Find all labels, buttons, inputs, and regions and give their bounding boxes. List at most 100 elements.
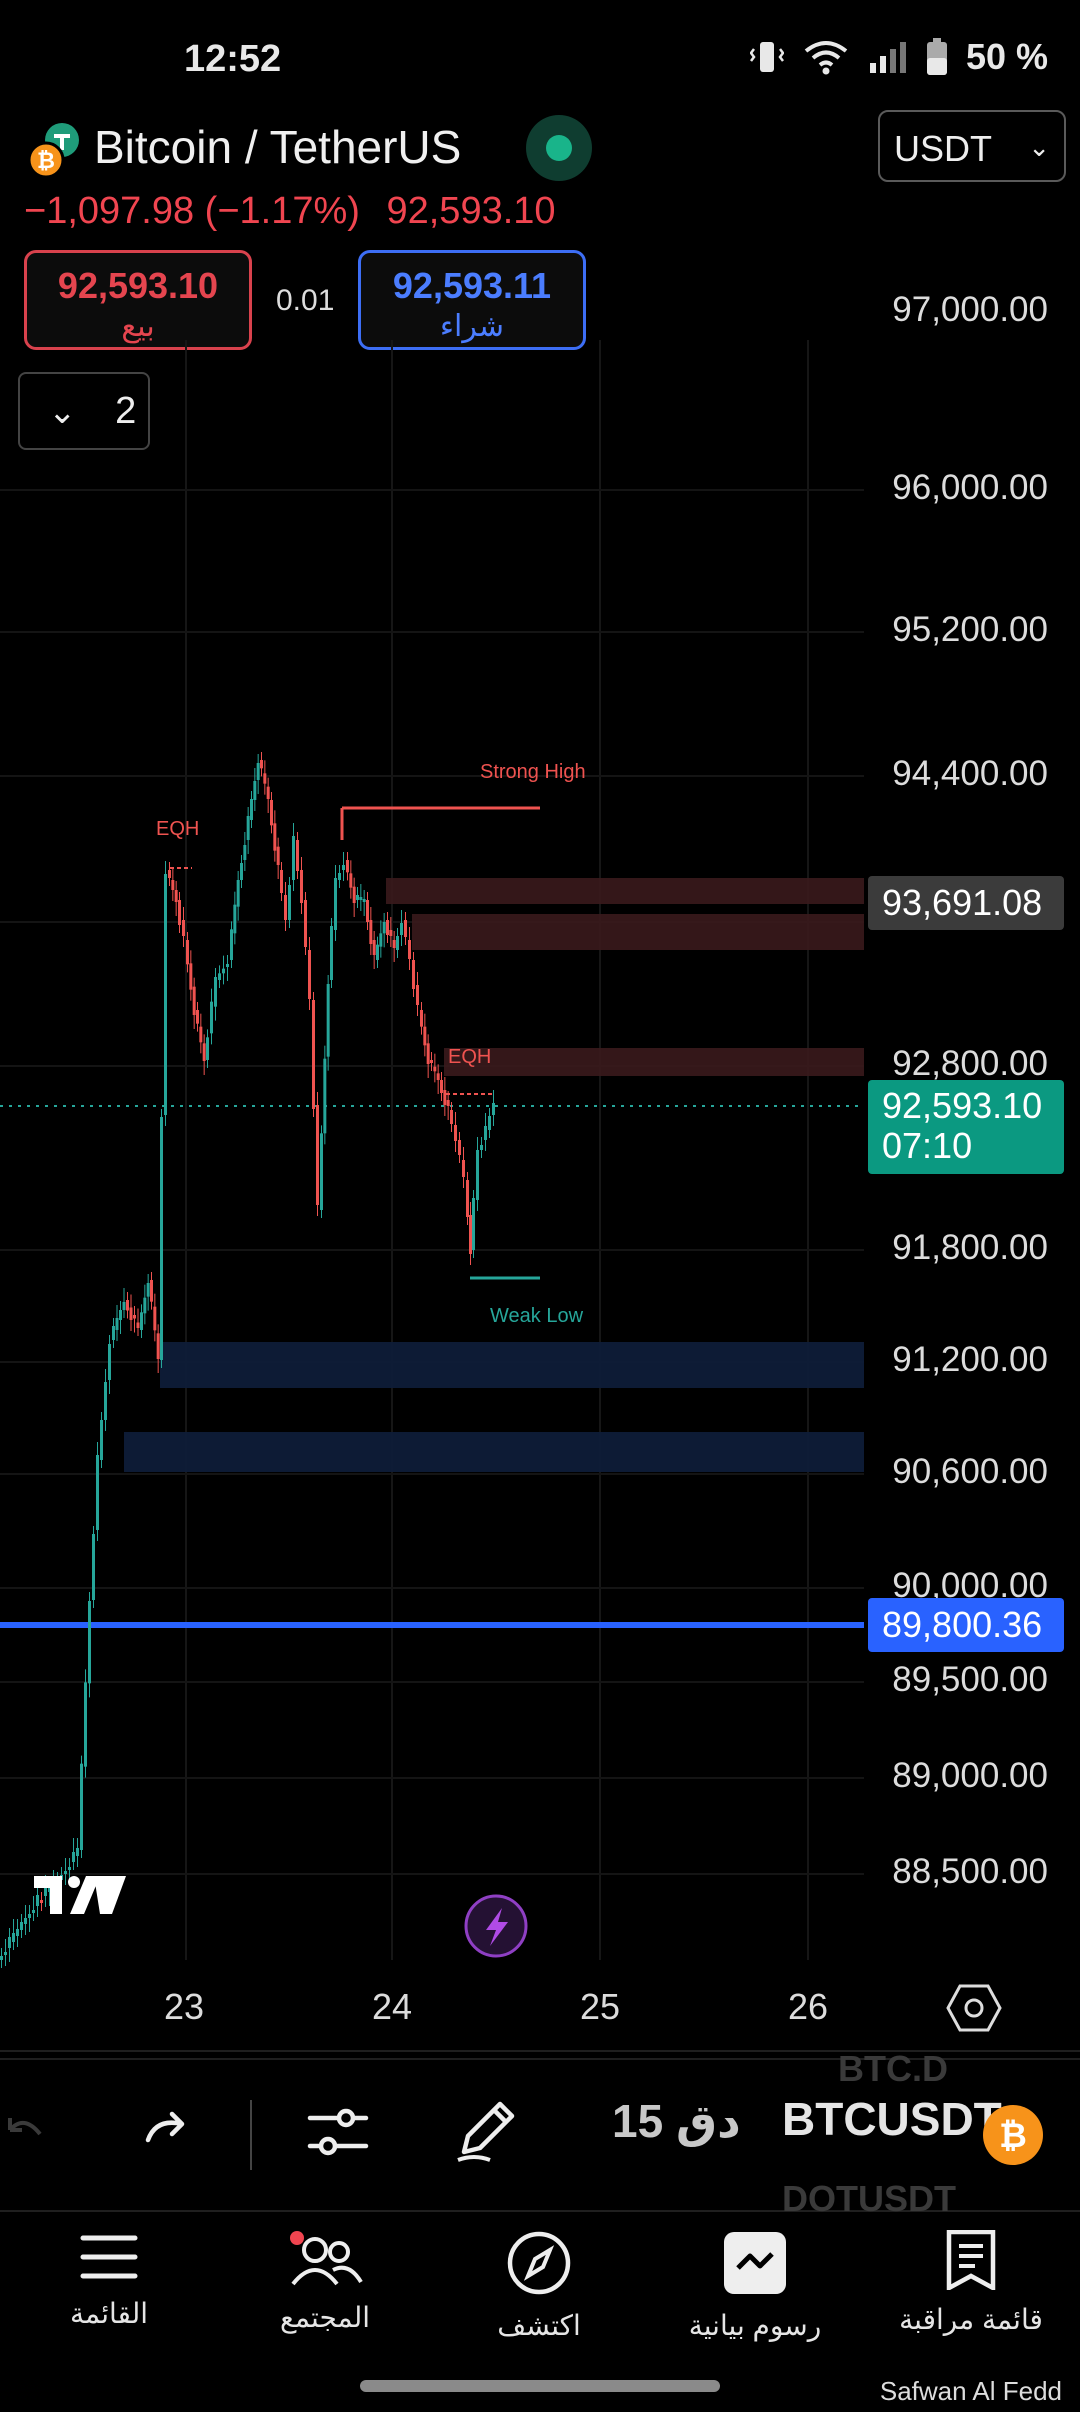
- nav-explore[interactable]: اكتشف: [444, 2230, 634, 2342]
- candle: [174, 890, 178, 902]
- menu-icon: [80, 2235, 138, 2279]
- candle: [412, 960, 415, 989]
- candle: [16, 1929, 19, 1936]
- sell-label: بيع: [121, 310, 155, 343]
- chevron-down-icon: ⌄: [48, 393, 77, 431]
- tradingview-logo-icon: [34, 1876, 126, 1914]
- candle: [469, 1215, 472, 1254]
- candle: [266, 786, 270, 799]
- battery-icon: [926, 38, 947, 75]
- candle: [423, 1026, 427, 1046]
- candle: [416, 985, 419, 1005]
- candle: [458, 1140, 461, 1155]
- indicators-settings-icon[interactable]: [306, 2104, 370, 2160]
- price-chart[interactable]: EQH EQH Strong High Weak Low: [0, 0, 1080, 2060]
- indicators-toggle[interactable]: ⌄ 2: [18, 372, 150, 450]
- candle: [140, 1312, 143, 1330]
- redo-icon[interactable]: [142, 2104, 192, 2152]
- candle: [372, 940, 376, 955]
- pair-title[interactable]: Bitcoin / TetherUS: [94, 121, 462, 173]
- drawing-pencil-icon[interactable]: [454, 2096, 518, 2166]
- candle: [133, 1315, 136, 1319]
- candle: [342, 865, 345, 870]
- candle: [8, 1937, 11, 1948]
- candle: [76, 1848, 79, 1856]
- supply-zone: [444, 1048, 864, 1076]
- candle: [440, 1080, 443, 1093]
- status-icons: 50 %: [749, 36, 1048, 78]
- candle: [379, 933, 383, 947]
- interval-select[interactable]: 15 دق: [612, 2095, 741, 2147]
- indicator-count: 2: [115, 390, 137, 432]
- candle: [222, 968, 225, 974]
- candles: [0, 752, 495, 1968]
- candle: [233, 904, 237, 934]
- candle: [115, 1318, 119, 1330]
- candle: [112, 1326, 115, 1340]
- candle: [202, 1043, 206, 1061]
- chart-settings-icon[interactable]: [946, 1984, 1002, 2032]
- candle: [88, 1601, 91, 1684]
- candle: [316, 1105, 319, 1205]
- candle: [192, 986, 196, 1015]
- strong-high-label: Strong High: [480, 761, 586, 783]
- candle: [334, 878, 337, 930]
- candle: [420, 1010, 423, 1027]
- candle: [236, 880, 240, 907]
- candle: [243, 845, 247, 860]
- lightning-icon[interactable]: [464, 1894, 528, 1958]
- symbol-select[interactable]: BTCUSDT: [782, 2093, 1002, 2145]
- candle: [143, 1297, 147, 1314]
- nav-watchlist[interactable]: قائمة مراقبة: [876, 2229, 1066, 2336]
- candle: [488, 1116, 491, 1130]
- candle: [0, 1956, 3, 1960]
- date-axis-label: 26: [788, 1986, 829, 2027]
- vibrate-icon: [749, 42, 784, 72]
- candle: [72, 1852, 75, 1862]
- spread-value: 0.01: [276, 284, 335, 317]
- candle: [304, 900, 307, 947]
- candle: [346, 860, 349, 873]
- compass-icon: [507, 2231, 571, 2295]
- candle: [443, 1090, 447, 1105]
- candle: [253, 781, 257, 800]
- candle: [352, 886, 356, 903]
- home-indicator[interactable]: [360, 2380, 720, 2392]
- candle: [392, 940, 396, 948]
- candle: [48, 1886, 51, 1892]
- last-price: 92,593.10: [386, 190, 556, 232]
- candle: [96, 1455, 99, 1530]
- candle: [92, 1534, 95, 1600]
- nav-charts[interactable]: رسوم بيانية: [660, 2230, 850, 2342]
- candle: [260, 760, 263, 769]
- undo-icon[interactable]: [4, 2104, 44, 2152]
- candle: [171, 880, 175, 890]
- currency-value: USDT: [894, 128, 992, 169]
- sell-button[interactable]: 92,593.10 بيع: [24, 250, 252, 350]
- price-axis-label: 92,800.00: [892, 1044, 1048, 1083]
- demand-zone: [124, 1432, 864, 1472]
- candle: [119, 1310, 122, 1320]
- candle: [12, 1933, 15, 1942]
- candle: [300, 870, 303, 903]
- candle: [433, 1066, 437, 1072]
- date-axis-label: 24: [372, 1986, 413, 2027]
- status-time: 12:52: [184, 38, 282, 80]
- price-axis-label: 89,000.00: [892, 1756, 1048, 1795]
- candle: [153, 1306, 157, 1331]
- nav-community[interactable]: المجتمع: [230, 2230, 420, 2334]
- currency-select[interactable]: USDT ⌄: [878, 110, 1066, 182]
- candle: [408, 940, 411, 959]
- nav-charts-label: رسوم بيانية: [688, 2310, 822, 2341]
- candle: [326, 984, 330, 1057]
- candle: [160, 1117, 163, 1360]
- battery-percent: 50 %: [965, 36, 1048, 77]
- weak-low-label: Weak Low: [490, 1305, 584, 1327]
- nav-menu[interactable]: القائمة: [14, 2230, 204, 2330]
- nav-watchlist-label: قائمة مراقبة: [899, 2304, 1043, 2335]
- candle: [450, 1110, 453, 1124]
- buy-button[interactable]: 92,593.11 شراء: [358, 250, 586, 350]
- alert-price-tag[interactable]: 89,800.36: [868, 1598, 1064, 1652]
- candle: [430, 1060, 433, 1063]
- candle: [189, 963, 193, 990]
